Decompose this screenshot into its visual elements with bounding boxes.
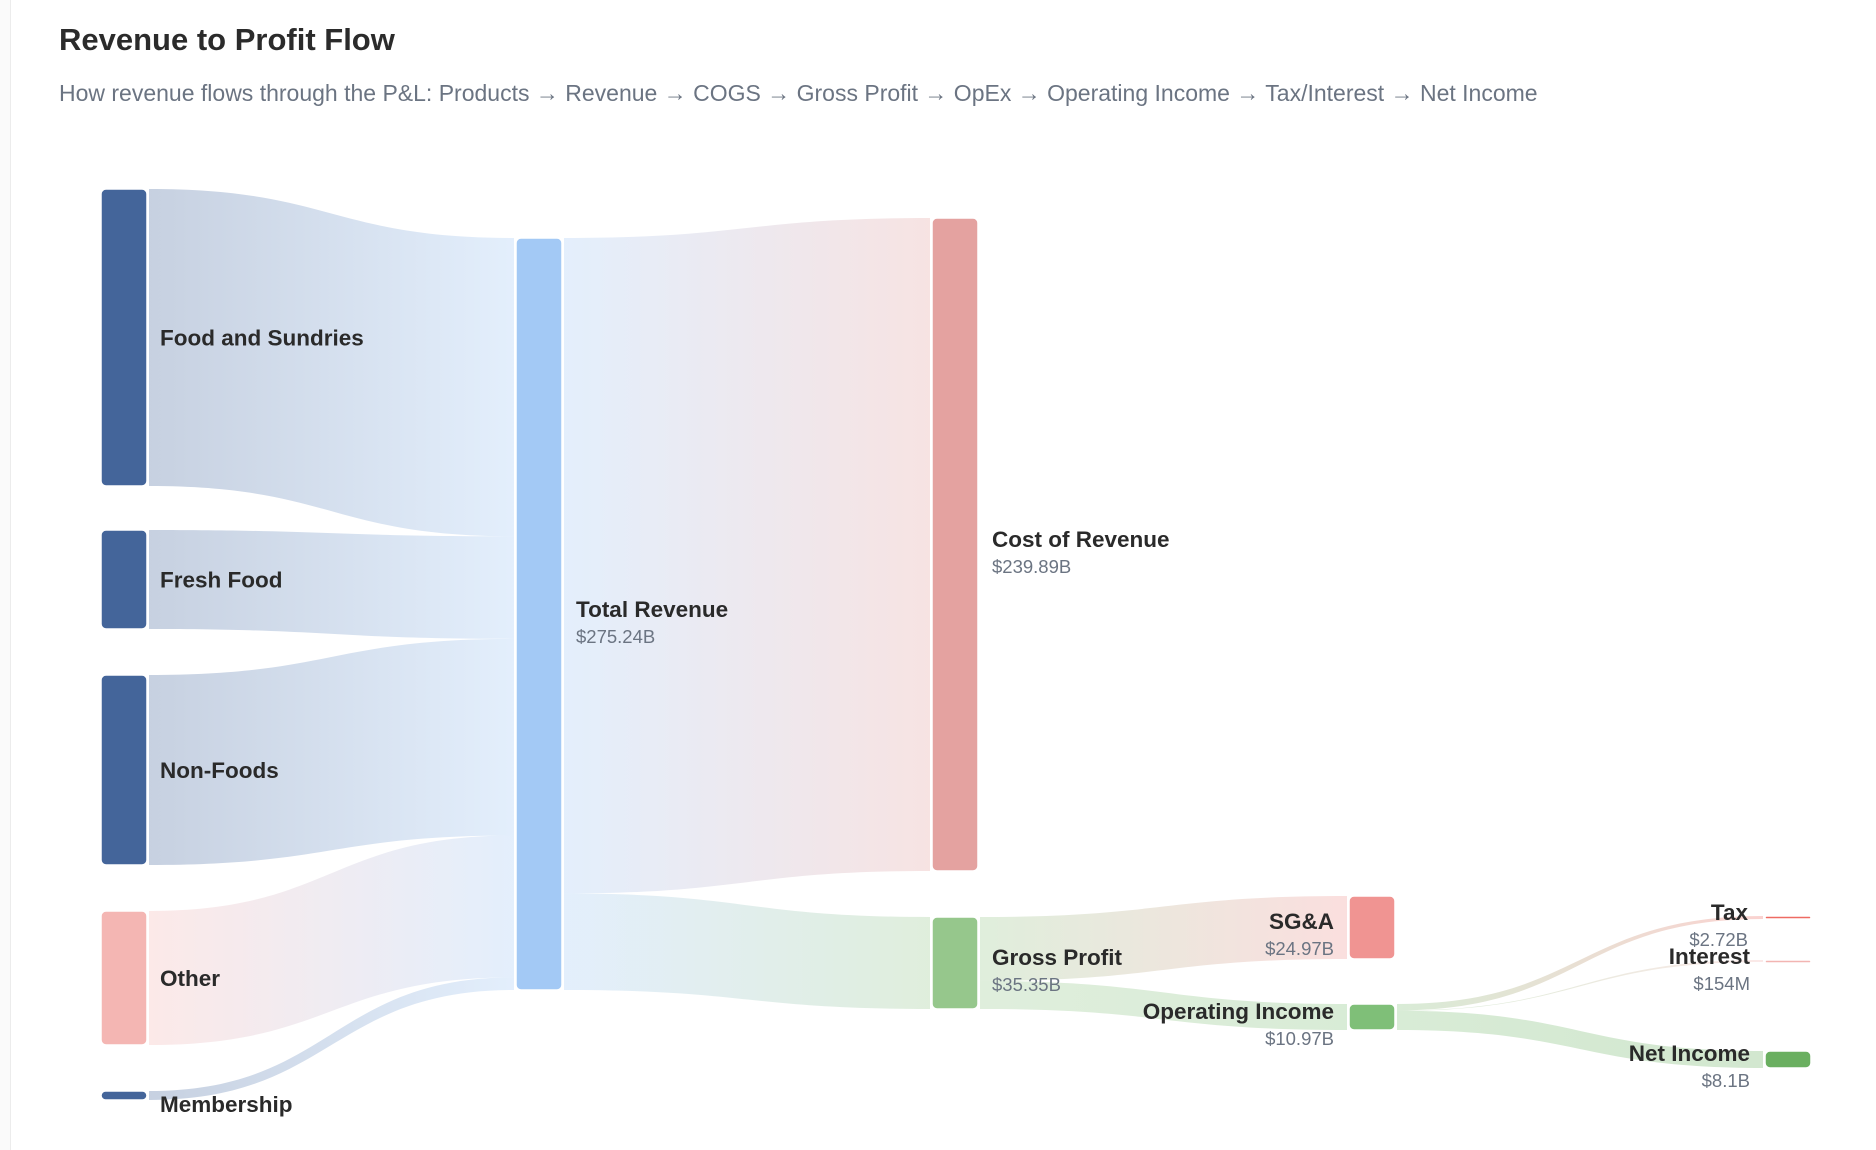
node-oi[interactable] <box>1348 1003 1396 1031</box>
link-nonfood-rev[interactable] <box>149 638 514 865</box>
node-other[interactable] <box>100 910 148 1046</box>
link-gp-sga[interactable] <box>980 896 1347 981</box>
link-rev-cor[interactable] <box>564 218 930 894</box>
link-other-rev[interactable] <box>149 835 514 1045</box>
node-label-interest: Interest <box>1669 944 1751 969</box>
node-label-food: Food and Sundries <box>160 326 364 351</box>
node-value-interest: $154M <box>1693 973 1750 994</box>
node-nonfood[interactable] <box>100 674 148 866</box>
node-rev[interactable] <box>515 237 563 991</box>
left-edge <box>0 0 11 1150</box>
node-tax[interactable] <box>1764 915 1812 920</box>
node-label-sga: SG&A <box>1269 909 1334 934</box>
link-food-rev[interactable] <box>149 189 514 537</box>
link-gp-oi[interactable] <box>980 980 1347 1030</box>
node-label-other: Other <box>160 966 220 991</box>
node-label-member: Membership <box>160 1092 293 1117</box>
link-oi-net[interactable] <box>1397 1010 1763 1068</box>
node-cor[interactable] <box>931 217 979 872</box>
node-label-tax: Tax <box>1711 900 1749 925</box>
chart-subtitle: How revenue flows through the P&L: Produ… <box>59 80 1538 106</box>
node-value-rev: $275.24B <box>576 626 655 647</box>
link-member-rev[interactable] <box>149 977 514 1100</box>
node-value-gp: $35.35B <box>992 974 1061 995</box>
node-label-net: Net Income <box>1629 1041 1750 1066</box>
node-value-net: $8.1B <box>1702 1070 1750 1091</box>
node-food[interactable] <box>100 188 148 487</box>
chart-title: Revenue to Profit Flow <box>59 22 395 57</box>
node-label-gp: Gross Profit <box>992 945 1123 970</box>
node-fresh[interactable] <box>100 529 148 630</box>
node-label-cor: Cost of Revenue <box>992 527 1170 552</box>
node-member[interactable] <box>100 1090 148 1101</box>
link-fresh-rev[interactable] <box>149 530 514 639</box>
node-gp[interactable] <box>931 916 979 1010</box>
node-value-oi: $10.97B <box>1265 1028 1334 1049</box>
node-label-nonfood: Non-Foods <box>160 758 279 783</box>
nodes <box>100 188 1812 1101</box>
node-label-oi: Operating Income <box>1143 999 1334 1024</box>
link-oi-interest[interactable] <box>1397 960 1763 1011</box>
link-oi-tax[interactable] <box>1397 916 1763 1011</box>
node-value-tax: $2.72B <box>1689 929 1748 950</box>
node-interest[interactable] <box>1764 959 1812 964</box>
node-net[interactable] <box>1764 1050 1812 1069</box>
link-rev-gp[interactable] <box>564 893 930 1009</box>
node-value-cor: $239.89B <box>992 556 1071 577</box>
node-label-fresh: Fresh Food <box>160 568 283 593</box>
node-sga[interactable] <box>1348 895 1396 960</box>
node-value-sga: $24.97B <box>1265 938 1334 959</box>
links <box>149 189 1763 1100</box>
node-label-rev: Total Revenue <box>576 597 728 622</box>
labels: Food and Sundries Fresh Food Non-Foods Othe… <box>160 326 1751 1118</box>
